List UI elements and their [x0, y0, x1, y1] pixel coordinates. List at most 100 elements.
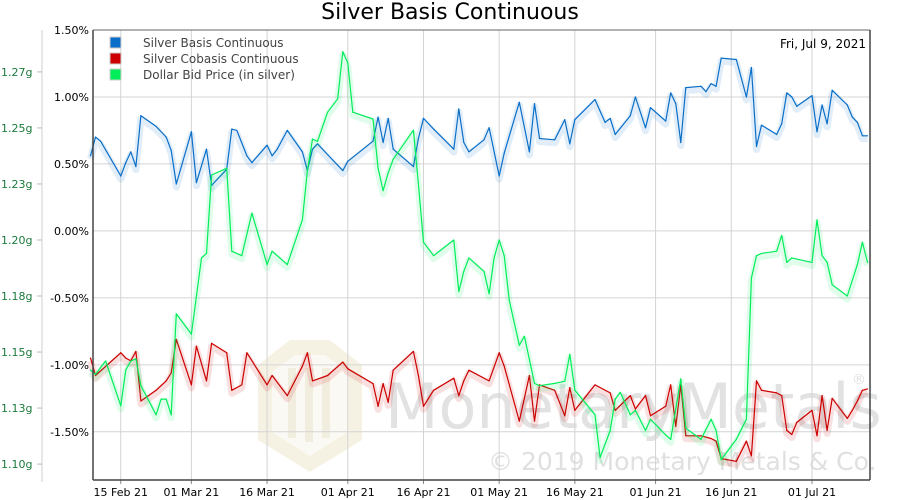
data-point	[251, 212, 253, 214]
data-point	[644, 429, 647, 432]
data-point	[342, 51, 344, 53]
data-point	[271, 374, 273, 377]
data-point	[468, 257, 470, 259]
data-point	[518, 420, 520, 422]
legend: Silver Basis Continuous Silver Cobasis Co…	[109, 36, 299, 82]
data-point	[241, 384, 243, 386]
data-point	[750, 66, 753, 69]
axes: 1.50% 1.00% 0.50% 0.00% -0.50% -1.00% -1.50% 15…	[1, 24, 871, 499]
legend-label: Silver Cobasis Continuous	[143, 52, 299, 66]
data-point	[518, 101, 520, 103]
data-point	[821, 395, 823, 397]
data-point	[205, 252, 208, 255]
data-point	[417, 183, 420, 185]
data-point	[665, 120, 667, 122]
data-point	[125, 369, 127, 371]
data-point	[387, 401, 389, 403]
data-point	[170, 149, 172, 152]
data-point	[372, 140, 374, 142]
x-tick-label: 15 Feb 21	[94, 486, 148, 499]
data-point	[392, 148, 394, 150]
data-point	[649, 415, 652, 417]
data-point	[120, 175, 122, 177]
y-tick-label: 1.00%	[54, 91, 89, 104]
series-shadow	[87, 57, 868, 192]
data-point	[760, 252, 763, 255]
data-point	[94, 373, 97, 376]
data-point	[851, 409, 853, 411]
data-point	[266, 144, 268, 146]
data-point	[458, 290, 460, 293]
data-point	[498, 175, 500, 177]
data-point	[140, 115, 142, 117]
data-point	[458, 395, 460, 397]
data-point	[634, 408, 636, 410]
secondary-tick-label: 1.27g	[1, 66, 32, 79]
data-point	[135, 166, 137, 168]
data-point	[468, 369, 470, 371]
data-point	[210, 342, 213, 344]
legend-swatch	[109, 68, 122, 81]
data-point	[569, 353, 571, 355]
data-point	[251, 161, 253, 164]
data-point	[755, 380, 758, 382]
data-point	[246, 352, 248, 354]
data-point	[271, 250, 273, 252]
data-point	[846, 295, 848, 297]
data-point	[796, 105, 798, 107]
secondary-tick-label: 1.23g	[1, 178, 32, 191]
data-point	[649, 107, 652, 109]
data-point	[266, 384, 268, 386]
watermark-copyright: © 2019 Monetary Metals & Co.	[488, 447, 876, 476]
data-point	[478, 143, 480, 145]
data-point	[680, 378, 682, 380]
y-tick-label: 0.00%	[54, 225, 89, 238]
data-point	[463, 270, 465, 272]
data-point	[125, 161, 127, 164]
data-point	[715, 85, 717, 87]
data-point	[675, 103, 677, 105]
data-point	[382, 141, 384, 144]
data-point	[791, 96, 793, 98]
data-point	[745, 96, 747, 98]
data-point	[231, 128, 233, 130]
data-point	[760, 124, 763, 126]
data-point	[488, 380, 490, 382]
data-point	[140, 385, 142, 387]
date-label: Fri, Jul 9, 2021	[780, 37, 866, 51]
data-point	[649, 418, 652, 420]
data-point	[392, 369, 394, 371]
legend-swatch	[109, 52, 122, 65]
data-point	[458, 108, 460, 110]
data-point	[155, 414, 157, 416]
data-point	[387, 117, 389, 119]
data-point	[105, 360, 107, 362]
data-point	[190, 384, 192, 386]
x-tick-label: 16 Jun 21	[705, 486, 757, 499]
data-point	[155, 125, 157, 128]
data-point	[574, 409, 576, 411]
data-point	[130, 360, 132, 362]
data-point	[574, 389, 576, 391]
legend-label: Dollar Bid Price (in silver)	[143, 68, 295, 82]
data-point	[311, 138, 314, 140]
data-point	[236, 129, 238, 132]
data-point	[710, 82, 712, 85]
data-point	[594, 414, 596, 416]
data-point	[856, 264, 858, 266]
y-tick-label: 1.50%	[54, 24, 89, 37]
data-point	[528, 374, 531, 377]
data-point	[246, 155, 248, 157]
data-point	[155, 389, 157, 391]
data-point	[821, 255, 823, 257]
data-point	[629, 395, 631, 397]
data-point	[816, 131, 818, 133]
data-point	[745, 418, 747, 420]
data-point	[715, 440, 717, 442]
data-point	[175, 338, 177, 340]
data-point	[311, 148, 314, 150]
data-point	[347, 62, 349, 64]
data-point	[286, 129, 288, 132]
secondary-tick-label: 1.18g	[1, 290, 32, 303]
